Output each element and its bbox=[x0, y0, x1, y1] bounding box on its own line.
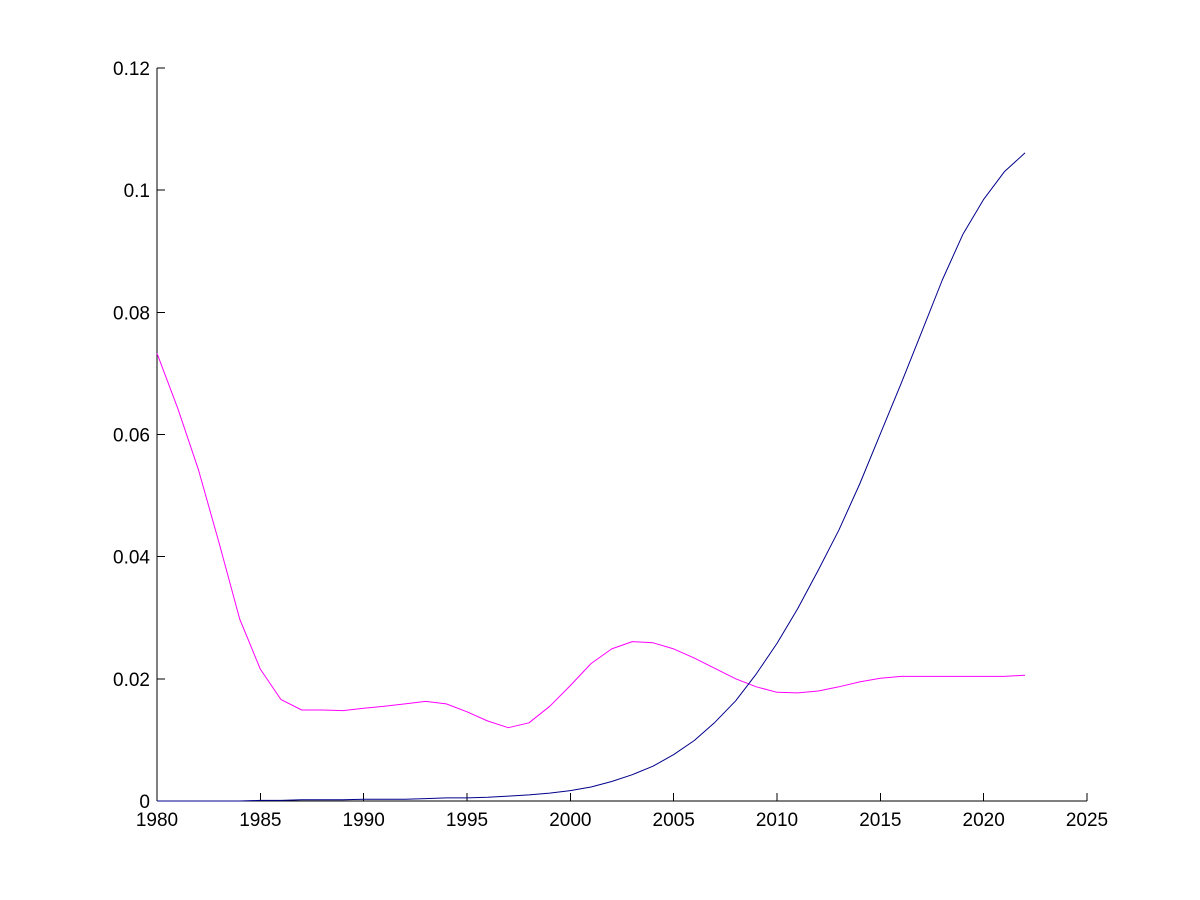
y-tick-label: 0.1 bbox=[124, 181, 150, 202]
x-tick-label: 1985 bbox=[239, 810, 281, 831]
y-tick-label: 0.08 bbox=[113, 303, 150, 324]
x-tick-label: 2020 bbox=[963, 810, 1005, 831]
x-tick-label: 1980 bbox=[136, 810, 178, 831]
x-tick-label: 2005 bbox=[653, 810, 695, 831]
y-tick-label: 0.04 bbox=[113, 548, 150, 569]
x-tick-label: 2010 bbox=[756, 810, 798, 831]
series-line-1 bbox=[156, 353, 1026, 729]
series-lines bbox=[156, 152, 1026, 802]
x-tick-label: 2000 bbox=[549, 810, 591, 831]
x-tick-label: 1995 bbox=[446, 810, 488, 831]
axes: 1980 1985 1990 1995 2000 2005 2010 2015 2020 2025… bbox=[113, 59, 1108, 831]
x-tick-label: 2015 bbox=[859, 810, 901, 831]
y-tick-label: 0 bbox=[139, 792, 150, 813]
y-tick-label: 0.06 bbox=[113, 426, 150, 447]
x-tick-label: 2025 bbox=[1066, 810, 1108, 831]
y-tick-label: 0.12 bbox=[113, 59, 150, 80]
x-tick-label: 1990 bbox=[343, 810, 385, 831]
series-line-2 bbox=[157, 152, 1026, 802]
y-tick-label: 0.02 bbox=[113, 670, 150, 691]
